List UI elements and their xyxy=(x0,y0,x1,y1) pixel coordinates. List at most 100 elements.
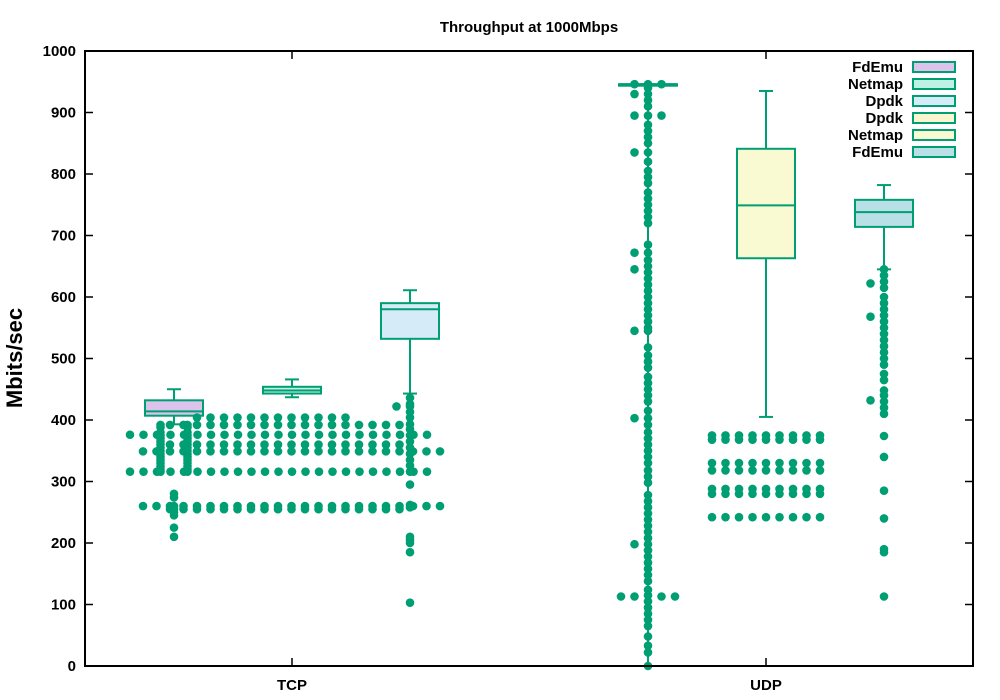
outlier-point xyxy=(368,440,377,449)
outlier-point xyxy=(643,458,653,468)
outlier-point xyxy=(192,413,202,422)
outlier-point xyxy=(152,430,162,440)
y-tick-label: 600 xyxy=(51,289,76,306)
outlier-point xyxy=(246,420,256,430)
outlier-point xyxy=(273,413,283,422)
outlier-point xyxy=(643,648,653,657)
outlier-point xyxy=(643,188,653,197)
outlier-point xyxy=(643,274,653,283)
outlier-point xyxy=(707,458,717,468)
outlier-point xyxy=(643,89,653,99)
outlier-point xyxy=(405,598,415,607)
outlier-point xyxy=(368,504,377,514)
outlier-point xyxy=(761,489,771,499)
outlier-point xyxy=(643,268,653,277)
legend-label: FdEmu xyxy=(852,144,903,161)
outlier-point xyxy=(748,512,757,522)
outlier-point xyxy=(233,413,242,422)
x-tick-label: TCP xyxy=(277,677,307,694)
outlier-point xyxy=(748,466,757,475)
outlier-point xyxy=(721,466,730,475)
outlier-point xyxy=(152,467,162,476)
outlier-point xyxy=(409,430,418,440)
legend-swatch xyxy=(912,129,956,141)
outlier-point xyxy=(246,440,256,449)
outlier-point xyxy=(643,546,653,555)
legend-item: Dpdk xyxy=(866,110,956,127)
outlier-point xyxy=(314,413,323,422)
plot-frame xyxy=(84,50,974,667)
outlier-point xyxy=(643,311,653,320)
outlier-point xyxy=(355,467,364,476)
outlier-point xyxy=(206,447,215,456)
outlier-point xyxy=(392,402,401,411)
outlier-point xyxy=(192,440,202,449)
outlier-point xyxy=(643,615,653,625)
outlier-point xyxy=(734,458,744,468)
outlier-point xyxy=(879,305,889,314)
outlier-point xyxy=(233,504,242,514)
box-udp-2 xyxy=(854,184,914,271)
outlier-point xyxy=(355,430,364,440)
outlier-point xyxy=(616,592,626,601)
outlier-point xyxy=(879,311,889,320)
outlier-point xyxy=(287,420,296,430)
outlier-point xyxy=(643,178,653,188)
outlier-point xyxy=(206,420,215,430)
outlier-point xyxy=(879,277,889,286)
outlier-point xyxy=(643,564,653,574)
outlier-point xyxy=(422,430,432,440)
y-tick-label: 400 xyxy=(51,412,76,429)
box-tcp-0 xyxy=(144,388,204,426)
outlier-point xyxy=(287,430,297,440)
outlier-point xyxy=(405,413,415,422)
outlier-point xyxy=(643,632,653,641)
outlier-point xyxy=(246,504,256,514)
outlier-point xyxy=(866,312,875,321)
outlier-point xyxy=(761,458,771,468)
outlier-point xyxy=(879,360,889,369)
outlier-point xyxy=(879,283,889,293)
outlier-point xyxy=(233,467,243,476)
outlier-point xyxy=(748,458,757,468)
outlier-point xyxy=(643,138,653,148)
outlier-point xyxy=(721,489,730,499)
outlier-point xyxy=(246,447,256,456)
outlier-point xyxy=(169,532,179,542)
outlier-point xyxy=(643,515,653,524)
outlier-point xyxy=(193,430,202,440)
legend-item: FdEmu xyxy=(852,144,956,161)
outlier-point xyxy=(327,440,337,449)
tick-marks xyxy=(85,50,973,667)
outlier-point xyxy=(301,467,310,476)
legend-label: FdEmu xyxy=(852,59,903,76)
outlier-point xyxy=(192,447,202,456)
legend-label: Dpdk xyxy=(866,110,904,127)
outlier-point xyxy=(165,420,175,430)
outlier-point xyxy=(643,434,653,443)
y-tick-label: 700 xyxy=(51,228,76,245)
outlier-point xyxy=(165,447,175,456)
outlier-point xyxy=(368,447,377,456)
outlier-point xyxy=(775,512,784,522)
outlier-point xyxy=(125,467,135,476)
outlier-point xyxy=(734,435,744,444)
outlier-point xyxy=(643,478,653,488)
outlier-point xyxy=(314,504,323,514)
outlier-point xyxy=(368,420,377,430)
outlier-point xyxy=(138,447,148,456)
outlier-point xyxy=(405,480,415,489)
outlier-point xyxy=(233,420,242,430)
outlier-point xyxy=(381,447,391,456)
chart-title: Throughput at 1000Mbps xyxy=(440,19,618,36)
outlier-point xyxy=(260,504,269,514)
outlier-points xyxy=(125,79,889,671)
outlier-point xyxy=(314,447,323,456)
outlier-point xyxy=(657,592,666,601)
outlier-point xyxy=(630,148,639,157)
outlier-point xyxy=(260,413,269,422)
outlier-point xyxy=(630,539,639,549)
outlier-point xyxy=(643,533,653,543)
outlier-point xyxy=(327,420,337,430)
